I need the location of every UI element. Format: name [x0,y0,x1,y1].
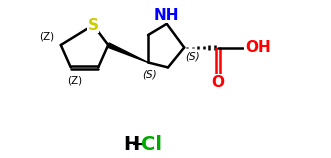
Polygon shape [107,43,148,62]
Text: −: − [131,135,148,154]
Text: O: O [212,75,224,90]
Text: OH: OH [245,40,270,55]
Text: H: H [123,135,139,154]
Text: (Z): (Z) [39,31,55,41]
Text: (Z): (Z) [67,76,82,86]
Text: (S): (S) [185,52,200,62]
Text: Cl: Cl [141,135,162,154]
Text: NH: NH [154,8,179,23]
Text: S: S [88,18,99,33]
Text: (S): (S) [142,70,157,79]
